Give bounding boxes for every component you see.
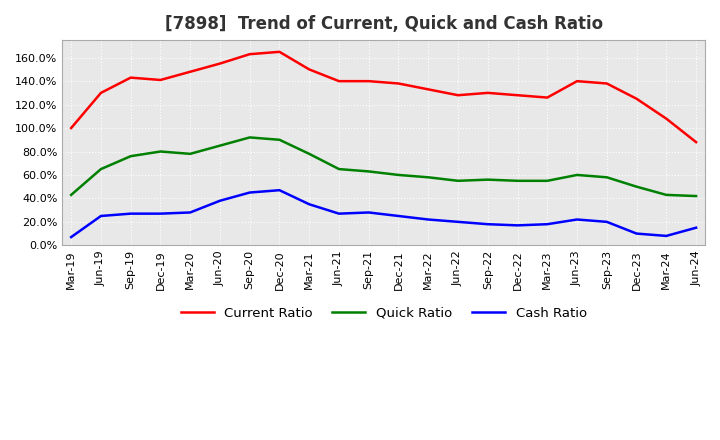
Cash Ratio: [335, 211, 343, 216]
Quick Ratio: [156, 149, 165, 154]
Current Ratio: [96, 90, 105, 95]
Current Ratio: [364, 78, 373, 84]
Legend: Current Ratio, Quick Ratio, Cash Ratio: Current Ratio, Quick Ratio, Cash Ratio: [175, 301, 592, 325]
Cash Ratio: [603, 219, 611, 224]
Quick Ratio: [186, 151, 194, 157]
Current Ratio: [662, 116, 670, 121]
Current Ratio: [305, 67, 313, 72]
Cash Ratio: [394, 213, 402, 219]
Quick Ratio: [424, 175, 433, 180]
Cash Ratio: [424, 217, 433, 222]
Quick Ratio: [603, 175, 611, 180]
Current Ratio: [394, 81, 402, 86]
Quick Ratio: [543, 178, 552, 183]
Quick Ratio: [662, 192, 670, 198]
Line: Current Ratio: Current Ratio: [71, 52, 696, 142]
Current Ratio: [483, 90, 492, 95]
Quick Ratio: [572, 172, 581, 178]
Cash Ratio: [662, 233, 670, 238]
Current Ratio: [126, 75, 135, 80]
Cash Ratio: [67, 235, 76, 240]
Current Ratio: [186, 69, 194, 74]
Current Ratio: [572, 78, 581, 84]
Cash Ratio: [186, 210, 194, 215]
Current Ratio: [632, 96, 641, 101]
Cash Ratio: [572, 217, 581, 222]
Cash Ratio: [305, 202, 313, 207]
Cash Ratio: [454, 219, 462, 224]
Title: [7898]  Trend of Current, Quick and Cash Ratio: [7898] Trend of Current, Quick and Cash …: [165, 15, 603, 33]
Quick Ratio: [246, 135, 254, 140]
Quick Ratio: [632, 184, 641, 189]
Current Ratio: [603, 81, 611, 86]
Quick Ratio: [126, 154, 135, 159]
Current Ratio: [335, 78, 343, 84]
Cash Ratio: [126, 211, 135, 216]
Cash Ratio: [632, 231, 641, 236]
Current Ratio: [275, 49, 284, 55]
Current Ratio: [543, 95, 552, 100]
Current Ratio: [156, 77, 165, 83]
Cash Ratio: [246, 190, 254, 195]
Quick Ratio: [454, 178, 462, 183]
Quick Ratio: [67, 192, 76, 198]
Quick Ratio: [364, 169, 373, 174]
Current Ratio: [424, 87, 433, 92]
Current Ratio: [692, 139, 701, 145]
Cash Ratio: [692, 225, 701, 231]
Quick Ratio: [335, 166, 343, 172]
Quick Ratio: [692, 194, 701, 199]
Quick Ratio: [305, 151, 313, 157]
Current Ratio: [513, 92, 522, 98]
Line: Quick Ratio: Quick Ratio: [71, 137, 696, 196]
Cash Ratio: [364, 210, 373, 215]
Cash Ratio: [275, 187, 284, 193]
Cash Ratio: [156, 211, 165, 216]
Quick Ratio: [215, 143, 224, 148]
Current Ratio: [246, 51, 254, 57]
Quick Ratio: [513, 178, 522, 183]
Cash Ratio: [96, 213, 105, 219]
Current Ratio: [215, 61, 224, 66]
Line: Cash Ratio: Cash Ratio: [71, 190, 696, 237]
Cash Ratio: [543, 222, 552, 227]
Quick Ratio: [275, 137, 284, 143]
Current Ratio: [454, 92, 462, 98]
Quick Ratio: [394, 172, 402, 178]
Cash Ratio: [215, 198, 224, 203]
Cash Ratio: [483, 222, 492, 227]
Quick Ratio: [96, 166, 105, 172]
Current Ratio: [67, 125, 76, 131]
Quick Ratio: [483, 177, 492, 182]
Cash Ratio: [513, 223, 522, 228]
